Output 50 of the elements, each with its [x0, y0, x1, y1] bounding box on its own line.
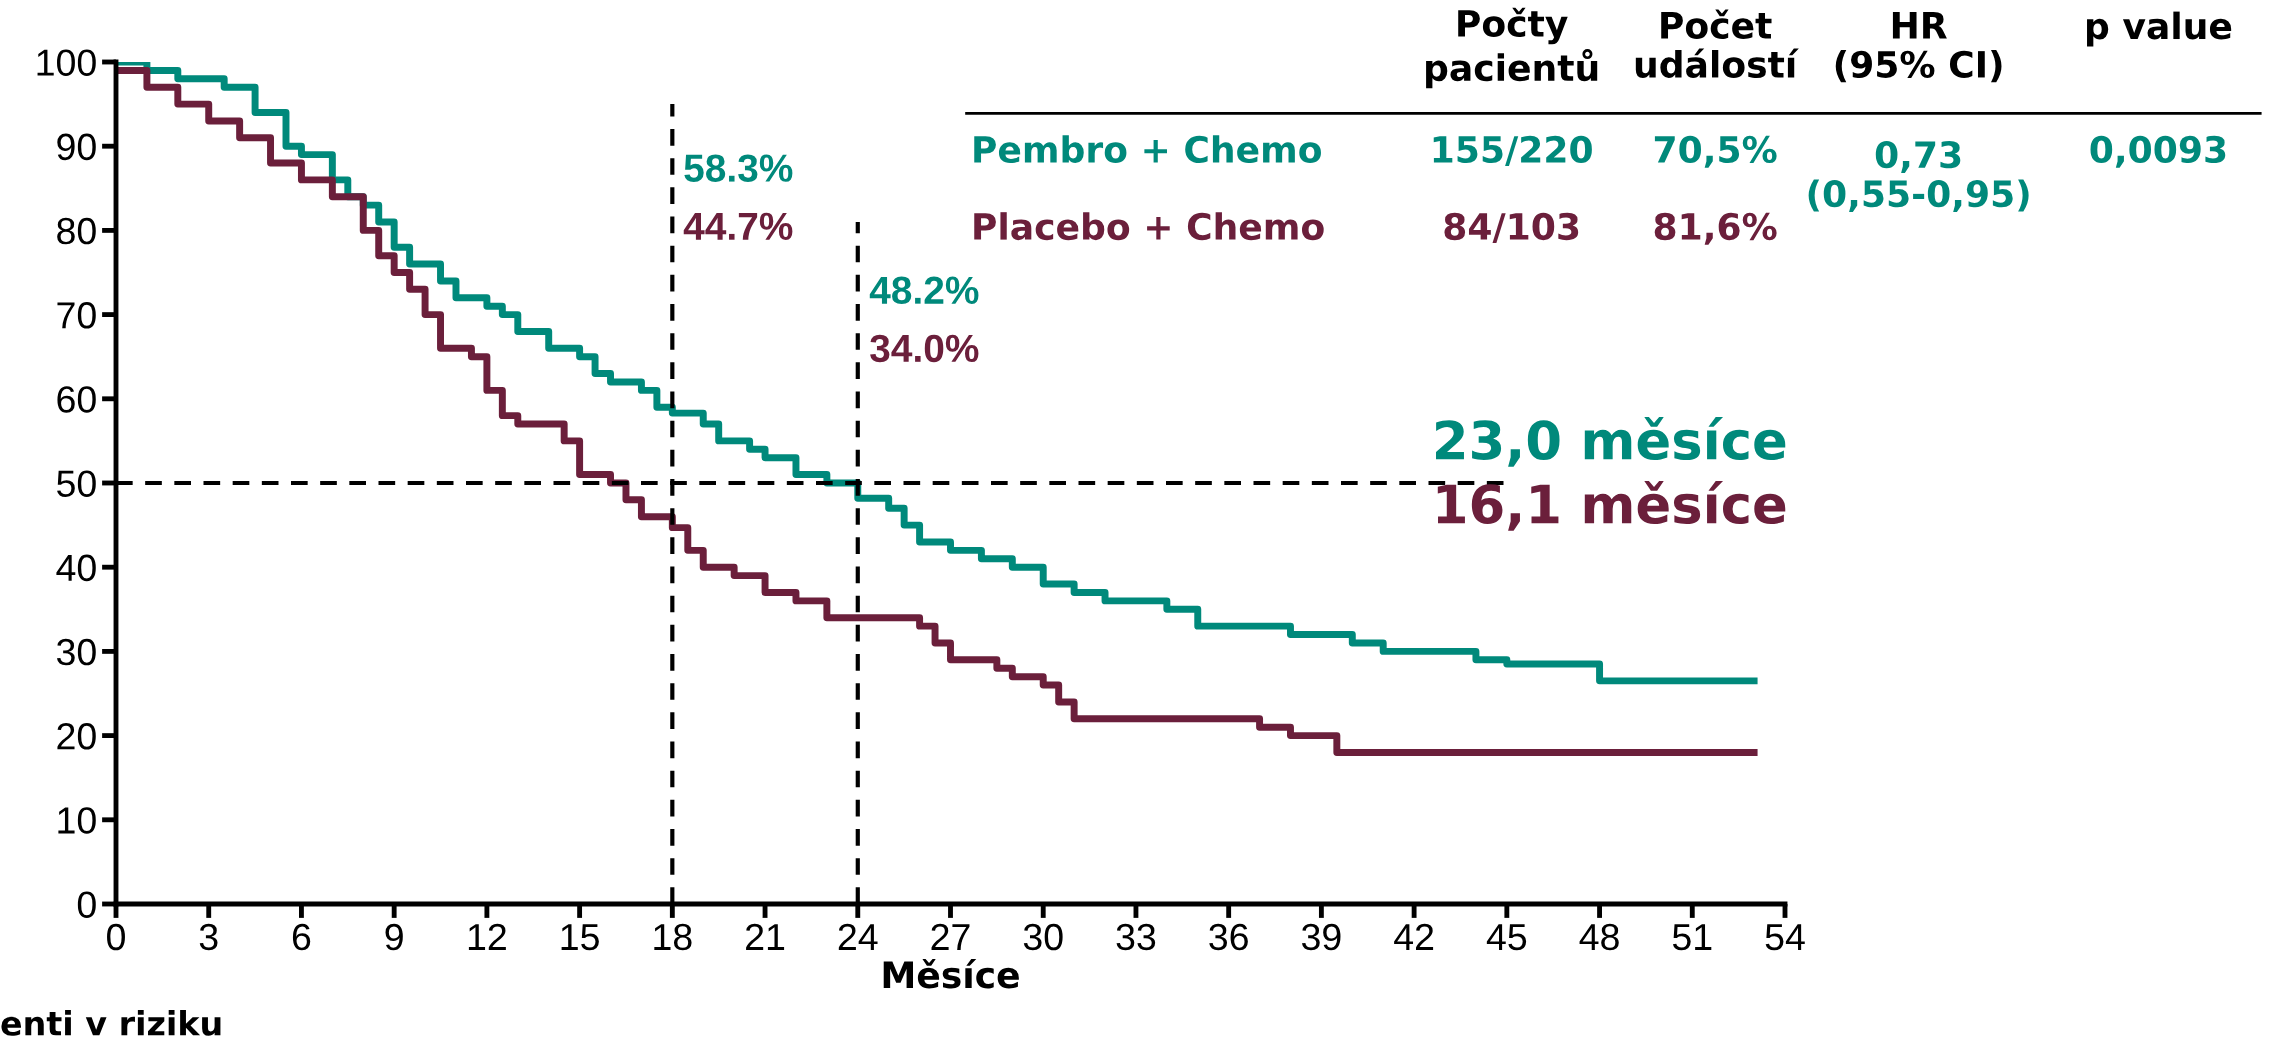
annotation: 70,5% [1654, 135, 1777, 168]
x-tick-label: 15 [561, 924, 599, 951]
x-tick-label: 12 [468, 923, 506, 950]
x-tick-label: 36 [1209, 923, 1248, 951]
annotation: Počet událostí [1635, 9, 1799, 78]
annotation: 44.7% [683, 212, 793, 241]
y-tick-label: 60 [57, 386, 96, 413]
x-tick-label: 39 [1301, 923, 1341, 951]
annotation: 84/103 [1444, 212, 1579, 243]
x-tick-label: 51 [1672, 924, 1712, 951]
x-tick-label: 18 [654, 923, 692, 951]
x-tick-label: 24 [838, 923, 878, 950]
y-tick-label: 20 [57, 723, 96, 750]
text: 0,0093 [2090, 135, 2226, 168]
text: Placebo + Chemo [974, 212, 1324, 241]
annotation: 155/220 [1433, 135, 1592, 166]
y-tick-label: 90 [57, 133, 96, 161]
y-tick-label: 0 [77, 891, 96, 918]
text: Pembro + Chemo [974, 135, 1321, 164]
x-tick-label: 3 [199, 923, 218, 951]
annotation: Počty pacientů [1426, 7, 1598, 89]
x-tick-label: 27 [931, 923, 970, 950]
x-tick-label: 42 [1394, 923, 1434, 950]
x-tick-label: 21 [746, 923, 785, 950]
y-tick-label: 40 [56, 554, 96, 582]
x-tick-label: 54 [1765, 924, 1805, 951]
text: p value [2087, 11, 2232, 47]
annotation: 48.2% [869, 276, 979, 305]
annotation: 34.0% [870, 334, 979, 363]
y-tick-label: 10 [58, 807, 96, 834]
x-tick-label: 48 [1579, 923, 1619, 951]
x-tick-label: 6 [292, 923, 311, 951]
x-axis-title: Měsíce [883, 959, 1019, 989]
annotation: 23,0 měsíce [1436, 417, 1786, 467]
y-tick-label: 30 [56, 638, 96, 666]
x-tick-label: 30 [1023, 923, 1063, 951]
text: enti v riziku [1, 1010, 221, 1036]
annotation: 16,1 měsíce [1437, 481, 1786, 531]
x-tick-label: 9 [385, 923, 403, 951]
annotation: 58.3% [684, 154, 793, 183]
text: HR (95% CI) [1835, 12, 2002, 83]
y-tick-label: 80 [57, 217, 96, 245]
text: 0,73 (0,55-0,95) [1808, 140, 2029, 212]
y-tick-label: 50 [57, 470, 96, 497]
annotation: 81,6% [1654, 212, 1777, 245]
y-tick-label: 70 [57, 302, 96, 329]
x-tick-label: 0 [107, 923, 125, 951]
x-tick-label: 33 [1116, 923, 1156, 951]
x-tick-label: 45 [1486, 924, 1527, 951]
y-tick-label: 100 [37, 49, 96, 76]
